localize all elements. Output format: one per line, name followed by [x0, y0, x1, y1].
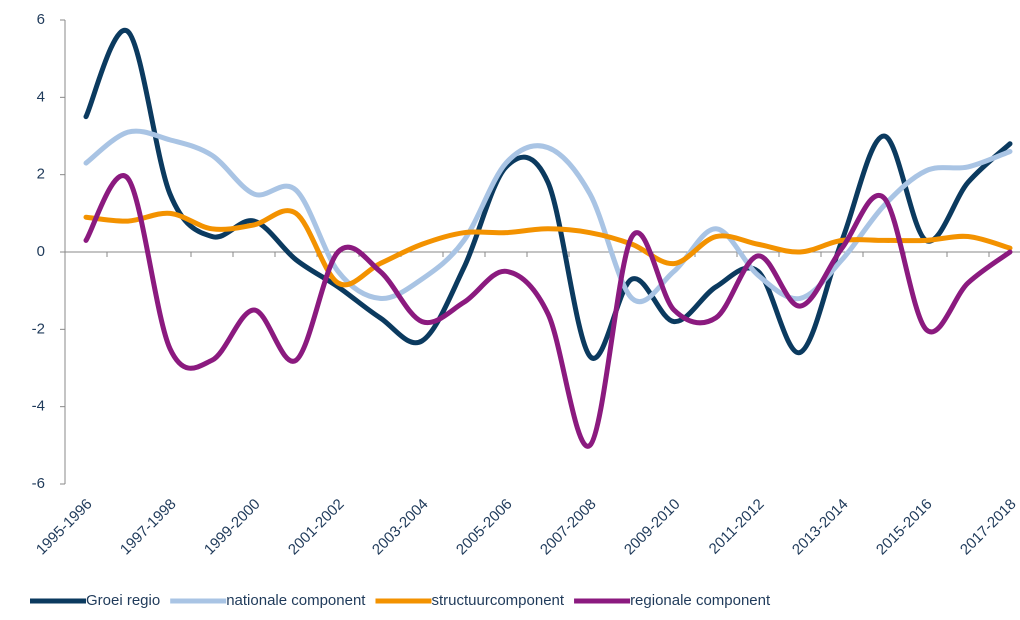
x-tick-label: 1997-1998	[117, 496, 180, 559]
legend-label: nationale component	[226, 592, 366, 609]
series-line	[83, 27, 1013, 361]
y-tick-label: 4	[37, 88, 45, 105]
y-tick-label: 0	[37, 243, 45, 260]
y-tick-label: -4	[32, 398, 45, 415]
x-tick-label: 2013-2014	[789, 496, 852, 559]
x-tick-label: 2009-2010	[621, 496, 684, 559]
x-tick-label: 2017-2018	[957, 496, 1020, 559]
y-tick-label: 2	[37, 166, 45, 183]
y-tick-label: -2	[32, 320, 45, 337]
legend-label: structuurcomponent	[431, 592, 564, 609]
series-line	[83, 128, 1013, 305]
legend-label: regionale component	[630, 592, 771, 609]
x-tick-label: 2005-2006	[453, 496, 516, 559]
x-tick-label: 2007-2008	[537, 496, 600, 559]
series-line	[83, 208, 1013, 288]
x-tick-label: 2015-2016	[873, 496, 936, 559]
x-tick-label: 1995-1996	[33, 496, 96, 559]
y-tick-label: 6	[37, 11, 45, 28]
x-tick-label: 1999-2000	[201, 496, 264, 559]
x-tick-label: 2011-2012	[706, 496, 768, 558]
x-tick-label: 2001-2002	[285, 496, 348, 559]
series-line	[83, 173, 1013, 449]
legend-label: Groei regio	[86, 592, 160, 609]
y-tick-label: -6	[32, 475, 45, 492]
x-tick-label: 2003-2004	[369, 496, 432, 559]
